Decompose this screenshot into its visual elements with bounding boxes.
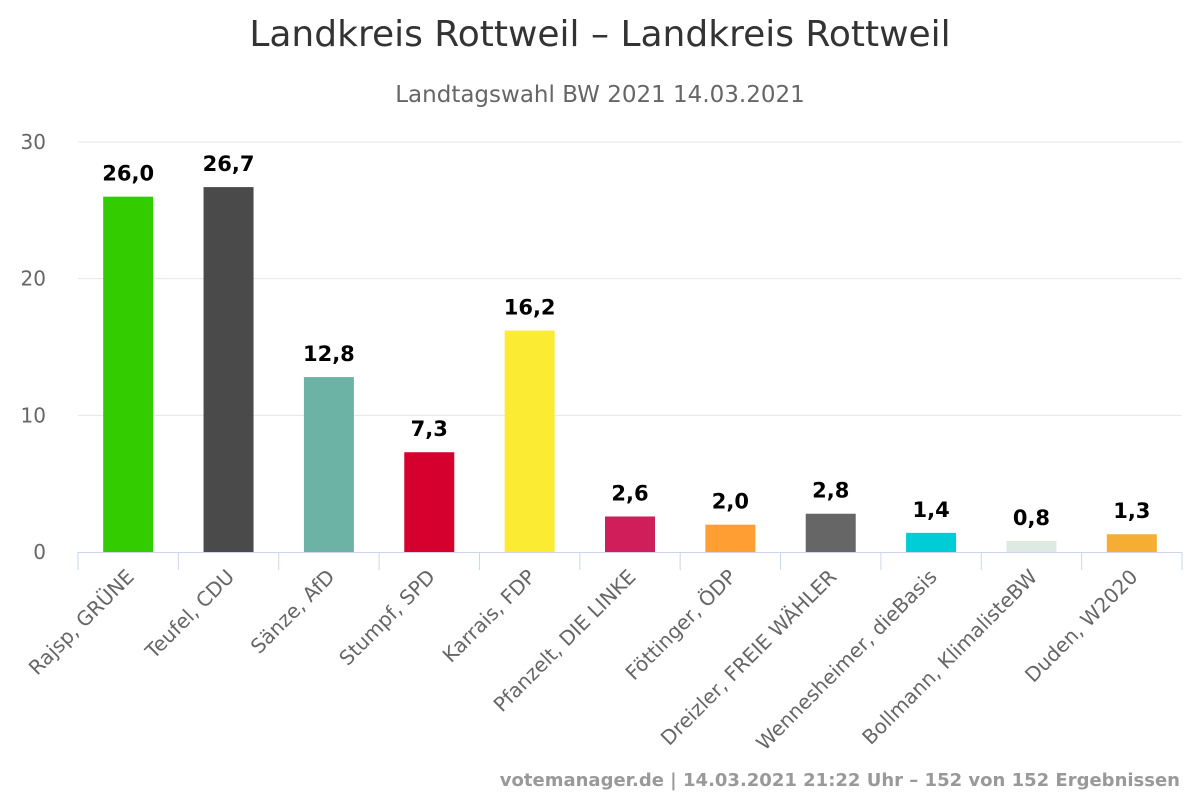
bar: [705, 524, 756, 552]
data-label: 2,0: [712, 490, 749, 514]
data-label: 1,3: [1113, 499, 1150, 523]
x-category-label: Dreizler, FREIE WÄHLER: [656, 564, 842, 750]
x-category-label: Sänze, AfD: [246, 565, 340, 659]
x-category-label: Wennesheimer, dieBasis: [751, 565, 941, 755]
bar: [605, 516, 655, 552]
chart-subtitle: Landtagswahl BW 2021 14.03.2021: [395, 82, 805, 108]
credits-text[interactable]: votemanager.de | 14.03.2021 21:22 Uhr – …: [499, 770, 1180, 791]
bar: [303, 377, 354, 552]
y-tick-label: 20: [21, 267, 46, 291]
data-label: 12,8: [303, 342, 355, 366]
x-category-label: Teufel, CDU: [140, 565, 239, 664]
bar: [103, 196, 154, 552]
data-label: 0,8: [1013, 506, 1050, 530]
data-label: 26,0: [102, 162, 154, 186]
bar: [805, 513, 856, 552]
bar: [1106, 534, 1157, 552]
bar: [404, 452, 455, 552]
x-category-label: Karrais, FDP: [438, 565, 541, 668]
data-label: 2,6: [611, 481, 648, 505]
bar: [906, 532, 957, 552]
data-label: 7,3: [411, 417, 448, 441]
y-tick-label: 0: [33, 540, 46, 564]
x-category-label: Bollmann, KlimalisteBW: [857, 564, 1042, 749]
x-category-label: Rajsp, GRÜNE: [24, 565, 139, 680]
x-category-label: Stumpf, SPD: [334, 565, 440, 671]
data-label: 16,2: [504, 296, 556, 320]
bar: [203, 187, 254, 552]
bar: [1006, 541, 1057, 552]
data-label: 26,7: [203, 152, 255, 176]
bar: [504, 330, 555, 552]
chart-title: Landkreis Rottweil – Landkreis Rottweil: [249, 14, 951, 55]
data-label: 2,8: [812, 479, 849, 503]
data-label: 1,4: [912, 498, 949, 522]
y-tick-label: 30: [21, 130, 46, 154]
y-tick-label: 10: [21, 403, 46, 427]
